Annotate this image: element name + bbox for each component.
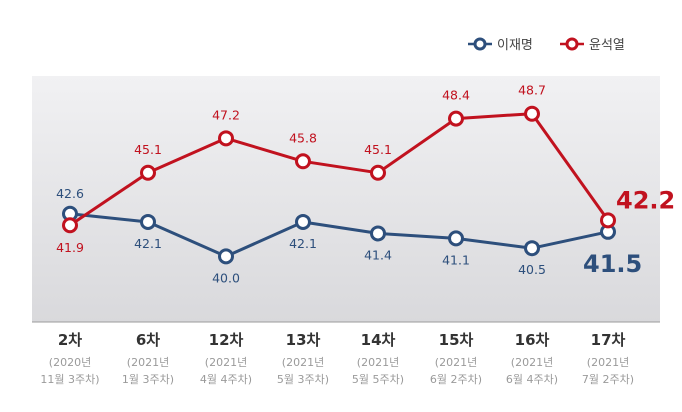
x-tick-sublabel: 5월 5주차) [352, 373, 404, 386]
data-point [218, 130, 234, 147]
series-layer [62, 105, 616, 265]
x-tick-label: 12차 [209, 331, 244, 349]
x-tick-sublabel: 1월 3주차) [122, 373, 174, 386]
x-tick-sublabel: (2021년 [511, 356, 553, 369]
legend-label-0: 이재명 [497, 38, 533, 53]
data-label: 45.1 [364, 142, 392, 157]
data-point [524, 105, 540, 122]
data-label: 42.1 [289, 236, 317, 251]
data-label: 41.4 [364, 247, 392, 262]
x-tick-label: 2차 [58, 331, 82, 349]
x-tick-sublabel: 11월 3주차) [40, 373, 99, 386]
x-axis: 2차 (2020년 11월 3주차) 6차 (2021년 1월 3주차) 12차 (2021년… [40, 331, 634, 386]
data-point [370, 164, 386, 181]
data-point [140, 164, 156, 181]
legend: 이재명 윤석열 [468, 37, 625, 53]
x-tick-sublabel: (2021년 [435, 356, 477, 369]
data-point [62, 217, 78, 234]
x-tick-sublabel: 7월 2주차) [582, 373, 634, 386]
x-tick-sublabel: (2021년 [587, 356, 629, 369]
legend-marker-1 [565, 37, 579, 51]
data-point [370, 225, 386, 242]
data-label: 42.1 [134, 236, 162, 251]
x-tick-sublabel: 5월 3주차) [277, 373, 329, 386]
data-point [600, 212, 616, 229]
data-point [295, 213, 311, 230]
data-label-final: 41.5 [583, 250, 642, 278]
data-label: 48.7 [518, 83, 546, 98]
data-label: 45.8 [289, 130, 317, 145]
data-labels: 42.6 41.9 42.1 45.1 40.0 47.2 42.1 45.8 41.4 45.1… [56, 83, 675, 286]
data-point [524, 240, 540, 257]
data-point [295, 153, 311, 170]
x-tick-sublabel: 4월 4주차) [200, 373, 252, 386]
x-tick-label: 15차 [439, 331, 474, 349]
data-label: 41.1 [442, 252, 470, 267]
x-tick-sublabel: (2020년 [49, 356, 91, 369]
x-tick-label: 17차 [591, 331, 626, 349]
x-tick-sublabel: (2021년 [127, 356, 169, 369]
x-tick-sublabel: (2021년 [205, 356, 247, 369]
x-tick-label: 13차 [286, 331, 321, 349]
x-tick-sublabel: 6월 4주차) [506, 373, 558, 386]
data-label-final: 42.2 [616, 186, 675, 214]
data-label: 47.2 [212, 107, 240, 122]
data-point [218, 248, 234, 265]
data-point [140, 213, 156, 230]
series-line-lee [69, 212, 609, 258]
data-label: 40.5 [518, 262, 546, 277]
data-label: 48.4 [442, 88, 470, 103]
legend-marker-0 [473, 37, 487, 51]
x-tick-label: 6차 [136, 331, 160, 349]
data-label: 45.1 [134, 142, 162, 157]
legend-label-1: 윤석열 [589, 38, 625, 53]
data-label: 42.6 [56, 186, 84, 201]
series-line-yoon [69, 112, 610, 227]
x-tick-sublabel: (2021년 [282, 356, 324, 369]
data-label: 40.0 [212, 270, 240, 285]
x-tick-sublabel: (2021년 [357, 356, 399, 369]
x-tick-sublabel: 6월 2주차) [430, 373, 482, 386]
x-tick-label: 16차 [515, 331, 550, 349]
data-point [448, 230, 464, 247]
x-tick-label: 14차 [361, 331, 396, 349]
plot-background [32, 76, 660, 322]
data-point [448, 110, 464, 127]
data-label: 41.9 [56, 240, 84, 255]
